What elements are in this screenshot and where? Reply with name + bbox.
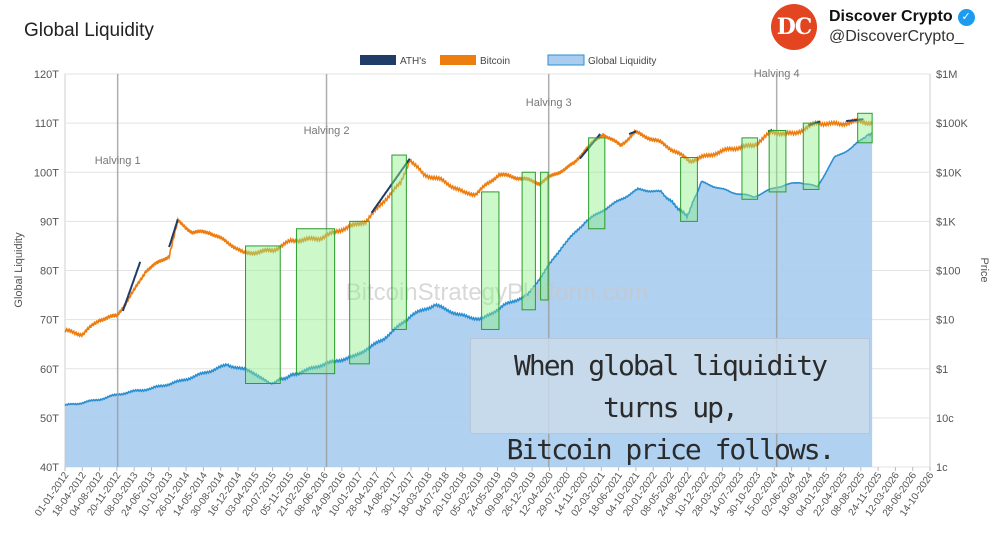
y-axis-title-left: Global Liquidity bbox=[13, 232, 25, 308]
y-tick-label-left: 60T bbox=[40, 364, 59, 376]
account-handle: @DiscoverCrypto_ bbox=[829, 28, 964, 45]
y-axis-title-right: Price bbox=[978, 257, 990, 282]
y-tick-label-right: $1 bbox=[936, 364, 948, 376]
y-tick-label-right: $100K bbox=[936, 118, 968, 130]
ath-line bbox=[845, 118, 864, 123]
account-badge[interactable]: DC Discover Crypto ✓ @DiscoverCrypto_ bbox=[771, 4, 975, 50]
highlight-box bbox=[391, 154, 407, 330]
y-tick-label-right: $1M bbox=[936, 69, 957, 81]
y-tick-label-left: 110T bbox=[35, 118, 60, 130]
highlight-box bbox=[349, 220, 370, 365]
y-tick-label-left: 40T bbox=[40, 462, 59, 474]
highlight-box bbox=[680, 157, 698, 222]
highlight-box bbox=[245, 245, 281, 384]
halving-label: Halving 1 bbox=[95, 155, 141, 167]
highlight-box bbox=[521, 171, 536, 311]
y-tick-label-right: $100 bbox=[936, 266, 960, 278]
caption-line-1: When global liquidity turns up, bbox=[513, 349, 828, 424]
y-tick-label-left: 50T bbox=[40, 413, 59, 425]
y-tick-label-right: $10 bbox=[936, 315, 954, 327]
legend-label: ATH's bbox=[400, 56, 426, 67]
highlight-box bbox=[857, 112, 873, 144]
highlight-box bbox=[768, 129, 787, 193]
y-tick-label-right: $1K bbox=[936, 216, 956, 228]
highlight-box bbox=[741, 137, 759, 200]
legend-label: Global Liquidity bbox=[588, 56, 656, 67]
legend-swatch bbox=[360, 55, 396, 65]
watermark: BitcoinStrategyPlatform.com bbox=[346, 279, 649, 306]
ath-line bbox=[628, 130, 637, 135]
legend-swatch bbox=[547, 54, 585, 66]
highlight-box bbox=[588, 137, 606, 230]
ath-line bbox=[370, 158, 411, 214]
halving-label: Halving 3 bbox=[526, 97, 572, 109]
y-tick-label-left: 120T bbox=[34, 69, 59, 81]
y-tick-label-right: 1c bbox=[936, 462, 948, 474]
highlight-box bbox=[295, 228, 336, 375]
legend-label: Bitcoin bbox=[480, 56, 510, 67]
chart-title: Global Liquidity bbox=[24, 20, 154, 41]
highlight-box bbox=[481, 191, 500, 330]
halving-label: Halving 2 bbox=[304, 125, 350, 137]
ath-line bbox=[168, 218, 179, 248]
highlight-box bbox=[540, 171, 549, 301]
highlight-box bbox=[802, 122, 820, 190]
y-tick-label-left: 90T bbox=[40, 216, 59, 228]
legend-swatch bbox=[440, 55, 476, 65]
account-name-text: Discover Crypto bbox=[829, 8, 953, 25]
discover-crypto-logo-icon: DC bbox=[771, 4, 817, 50]
caption-box: When global liquidity turns up, Bitcoin … bbox=[470, 338, 870, 466]
liquidity-line bbox=[64, 132, 873, 407]
account-name: Discover Crypto ✓ bbox=[829, 7, 975, 27]
verified-check-icon: ✓ bbox=[957, 8, 975, 26]
y-tick-label-right: $10K bbox=[936, 167, 962, 179]
y-tick-label-left: 100T bbox=[34, 167, 59, 179]
y-tick-label-right: 10c bbox=[936, 413, 954, 425]
caption-line-2: Bitcoin price follows. bbox=[506, 433, 836, 466]
halving-label: Halving 4 bbox=[754, 68, 800, 80]
bitcoin-line bbox=[64, 117, 873, 338]
ath-line bbox=[121, 261, 142, 312]
y-tick-label-left: 80T bbox=[40, 266, 59, 278]
y-tick-label-left: 70T bbox=[40, 315, 59, 327]
